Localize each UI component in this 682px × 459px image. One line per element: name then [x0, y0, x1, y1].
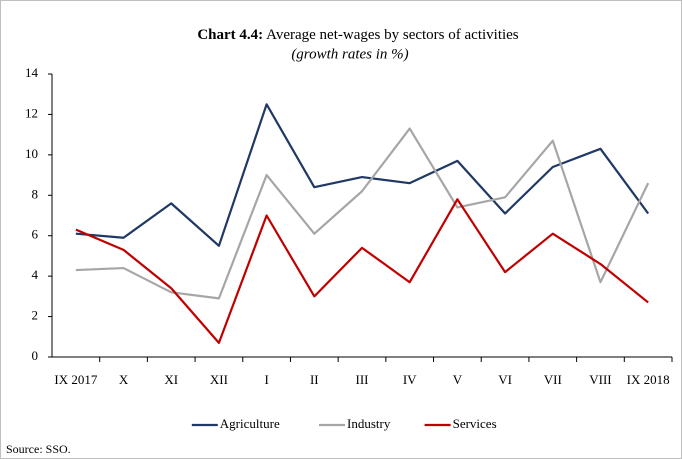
y-tick-label: 6	[32, 227, 39, 242]
source-note: Source: SSO.	[6, 442, 71, 456]
x-tick-label: VI	[498, 372, 512, 387]
x-tick-label: II	[310, 372, 319, 387]
y-tick-label: 14	[25, 65, 39, 80]
chart-title: Chart 4.4: Average net-wages by sectors …	[197, 27, 518, 43]
series-line	[75, 127, 650, 300]
x-tick-label: VIII	[589, 372, 611, 387]
series-line	[75, 103, 650, 247]
x-tick-label: X	[119, 372, 129, 387]
legend-label: Services	[453, 416, 497, 431]
series-line	[75, 198, 649, 344]
chart-subtitle: (growth rates in %)	[291, 46, 408, 62]
y-tick-label: 2	[32, 308, 39, 323]
y-tick-label: 12	[25, 105, 38, 120]
title-text: Average net-wages by sectors of activiti…	[266, 27, 519, 43]
x-tick-label: VII	[544, 372, 562, 387]
y-tick-label: 8	[32, 186, 39, 201]
x-tick-label: IX 2017	[54, 372, 97, 387]
x-tick-label: XI	[164, 372, 178, 387]
x-tick-label: XII	[210, 372, 228, 387]
title-prefix: Chart 4.4:	[197, 27, 263, 43]
y-tick-label: 0	[32, 348, 39, 363]
y-tick-label: 4	[32, 267, 39, 282]
legend-label: Agriculture	[220, 416, 280, 431]
legend-label: Industry	[347, 416, 391, 431]
x-tick-label: IV	[403, 372, 417, 387]
x-tick-label: V	[453, 372, 463, 387]
x-tick-label: III	[356, 372, 369, 387]
x-tick-label: IX 2018	[627, 372, 670, 387]
y-tick-label: 10	[25, 146, 38, 161]
x-tick-label: I	[264, 372, 268, 387]
